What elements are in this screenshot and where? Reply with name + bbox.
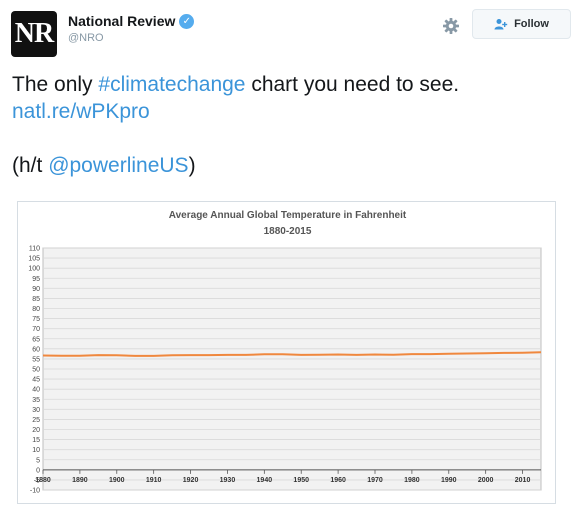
x-tick-label: 1970 (367, 477, 383, 484)
tweet-text-part: The only (12, 73, 99, 96)
x-tick-label: 1900 (109, 477, 125, 484)
tweet-paragraph-2: (h/t @powerlineUS) (12, 152, 564, 179)
y-tick-label: 0 (36, 467, 40, 474)
y-tick-label: -10 (30, 488, 40, 495)
y-tick-label: 80 (32, 306, 40, 313)
y-tick-label: 90 (32, 286, 40, 293)
tweet-text-part: ) (188, 154, 196, 177)
x-tick-label: 1890 (72, 477, 88, 484)
tweet-text-part: (h/t (12, 154, 49, 177)
chart-title: Average Annual Global Temperature in Fah… (168, 210, 407, 221)
y-tick-label: 45 (32, 377, 40, 384)
x-tick-label: 1960 (330, 477, 346, 484)
tweet-paragraph-1: The only #climatechange chart you need t… (12, 71, 564, 125)
add-user-icon (494, 19, 508, 30)
avatar[interactable]: NR (11, 11, 57, 57)
y-tick-label: 15 (32, 437, 40, 444)
gear-icon[interactable] (440, 15, 462, 37)
x-tick-label: 1980 (404, 477, 420, 484)
x-tick-label: 1920 (183, 477, 199, 484)
y-tick-label: 110 (29, 246, 40, 253)
y-tick-label: 70 (32, 326, 40, 333)
x-tick-label: 1950 (293, 477, 309, 484)
y-tick-label: 95 (32, 276, 40, 283)
y-tick-label: 85 (32, 296, 40, 303)
account-name[interactable]: National Review (68, 13, 176, 29)
y-tick-label: 5 (36, 457, 40, 464)
tweet-media-chart[interactable]: Average Annual Global Temperature in Fah… (17, 201, 556, 504)
y-tick-label: 30 (32, 407, 40, 414)
y-tick-label: 40 (32, 387, 40, 394)
account-name-row[interactable]: National Review ✓ (68, 13, 195, 29)
verified-badge-icon: ✓ (179, 13, 195, 29)
y-tick-label: 50 (32, 367, 40, 374)
y-tick-label: 75 (32, 316, 40, 323)
y-tick-label: 65 (32, 336, 40, 343)
url-link[interactable]: natl.re/wPKpro (12, 100, 150, 123)
chart-plot: -10 -5 0 5 10 15 20 25 30 35 40 45 50 55 60 65 70 75 80 85 9… (28, 246, 542, 495)
follow-button[interactable]: Follow (472, 9, 571, 39)
y-tick-label: 105 (28, 256, 40, 263)
y-tick-label: 100 (28, 266, 40, 273)
x-tick-label: 1880 (35, 477, 51, 484)
x-tick-label: 1930 (220, 477, 236, 484)
follow-button-label: Follow (514, 18, 549, 30)
x-tick-label: 2010 (515, 477, 531, 484)
tweet-text-part: chart you need to see. (245, 73, 460, 96)
tweet-text: The only #climatechange chart you need t… (12, 71, 564, 179)
x-tick-label: 1910 (146, 477, 162, 484)
hashtag-link[interactable]: #climatechange (98, 73, 246, 96)
chart-subtitle: 1880-2015 (263, 226, 312, 237)
x-tick-label: 2000 (478, 477, 494, 484)
y-tick-label: 20 (32, 427, 40, 434)
y-tick-label: 60 (32, 346, 40, 353)
mention-link[interactable]: @powerlineUS (48, 154, 189, 177)
x-tick-label: 1990 (441, 477, 457, 484)
avatar-logo-text: NR (14, 18, 54, 49)
account-handle[interactable]: @NRO (68, 32, 104, 44)
temperature-series-line (42, 351, 542, 357)
y-tick-label: 25 (32, 417, 40, 424)
y-tick-label: 55 (32, 356, 40, 363)
y-tick-label: 35 (32, 397, 40, 404)
y-tick-label: 10 (32, 447, 40, 454)
y-tick-label: -5 (34, 477, 40, 484)
x-tick-label: 1940 (257, 477, 273, 484)
